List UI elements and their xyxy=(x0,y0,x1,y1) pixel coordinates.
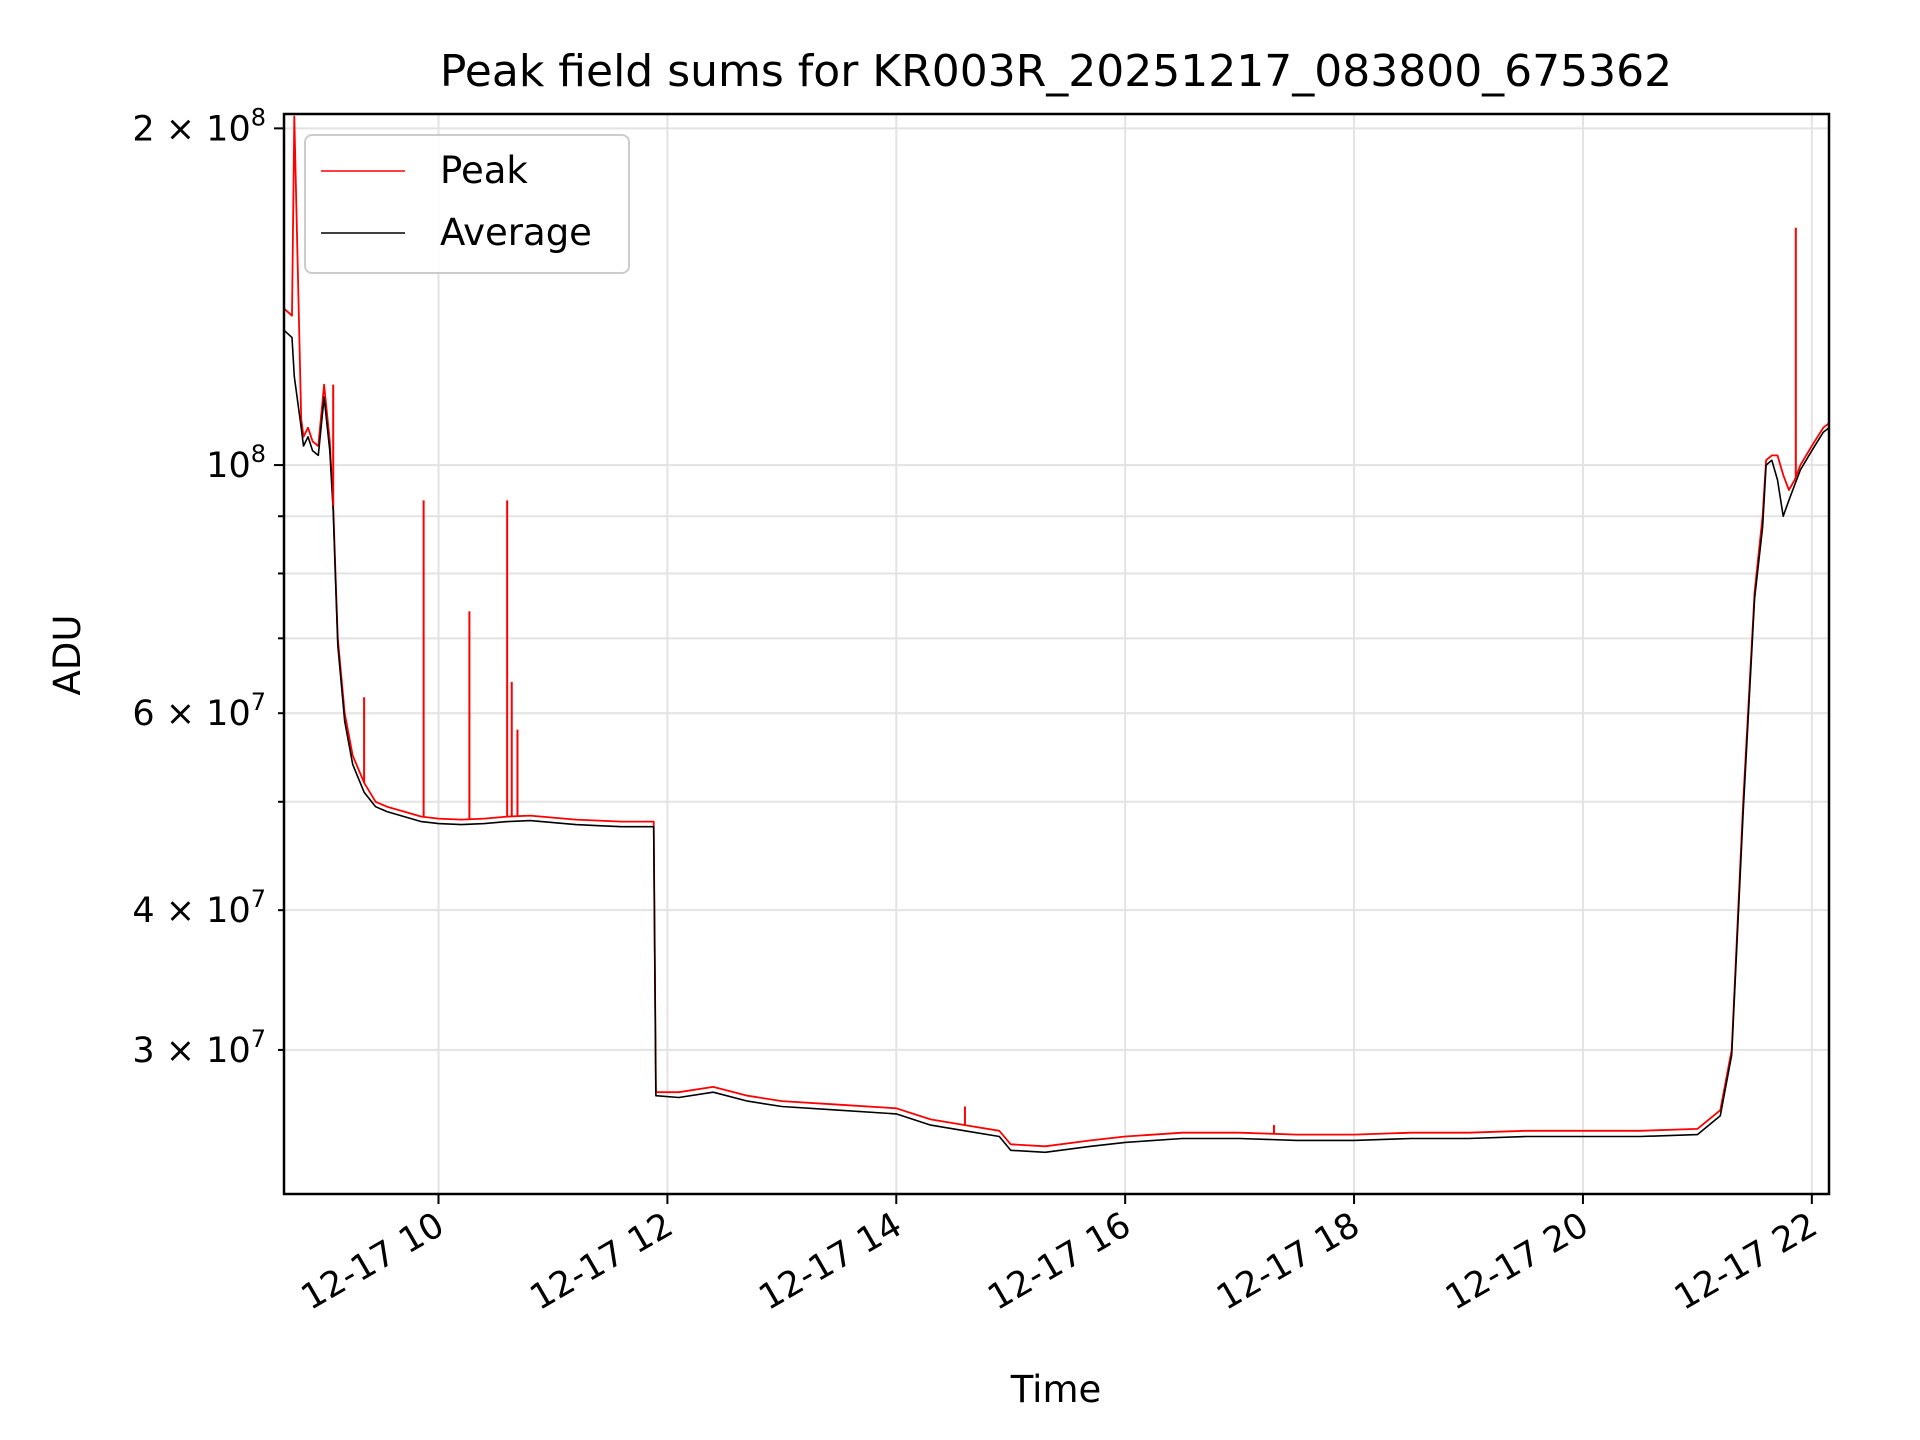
y-tick-label-base: 3 × 10 xyxy=(132,1031,250,1071)
y-tick-label-base: 4 × 10 xyxy=(132,891,250,931)
y-tick-label: 108 xyxy=(206,440,266,486)
y-tick-label-exponent: 7 xyxy=(251,885,266,913)
y-tick-label-exponent: 8 xyxy=(251,103,266,131)
y-tick-label: 3 × 107 xyxy=(132,1025,266,1071)
y-tick-label-exponent: 7 xyxy=(251,688,266,716)
legend: Peak Average xyxy=(304,134,630,274)
y-tick-label: 2 × 108 xyxy=(132,103,266,149)
y-tick-label-exponent: 8 xyxy=(251,440,266,468)
y-tick-label: 4 × 107 xyxy=(132,885,266,931)
legend-average-label: Average xyxy=(440,211,592,254)
y-tick-label-base: 6 × 10 xyxy=(132,694,250,734)
y-tick-label-base: 10 xyxy=(206,446,251,486)
y-axis-label: ADU xyxy=(46,615,89,696)
plot-series xyxy=(283,115,1830,1154)
plot-frame xyxy=(282,112,1831,1196)
chart-title: Peak field sums for KR003R_20251217_0838… xyxy=(440,46,1672,97)
y-tick-label: 6 × 107 xyxy=(132,688,266,734)
series-line-average xyxy=(283,329,1830,1154)
x-axis-label: Time xyxy=(1010,1368,1102,1411)
legend-box xyxy=(304,134,630,274)
legend-peak-label: Peak xyxy=(440,149,528,192)
grid xyxy=(284,114,1829,1194)
y-tick-label-base: 2 × 10 xyxy=(132,109,250,149)
y-tick-label-exponent: 7 xyxy=(251,1025,266,1053)
